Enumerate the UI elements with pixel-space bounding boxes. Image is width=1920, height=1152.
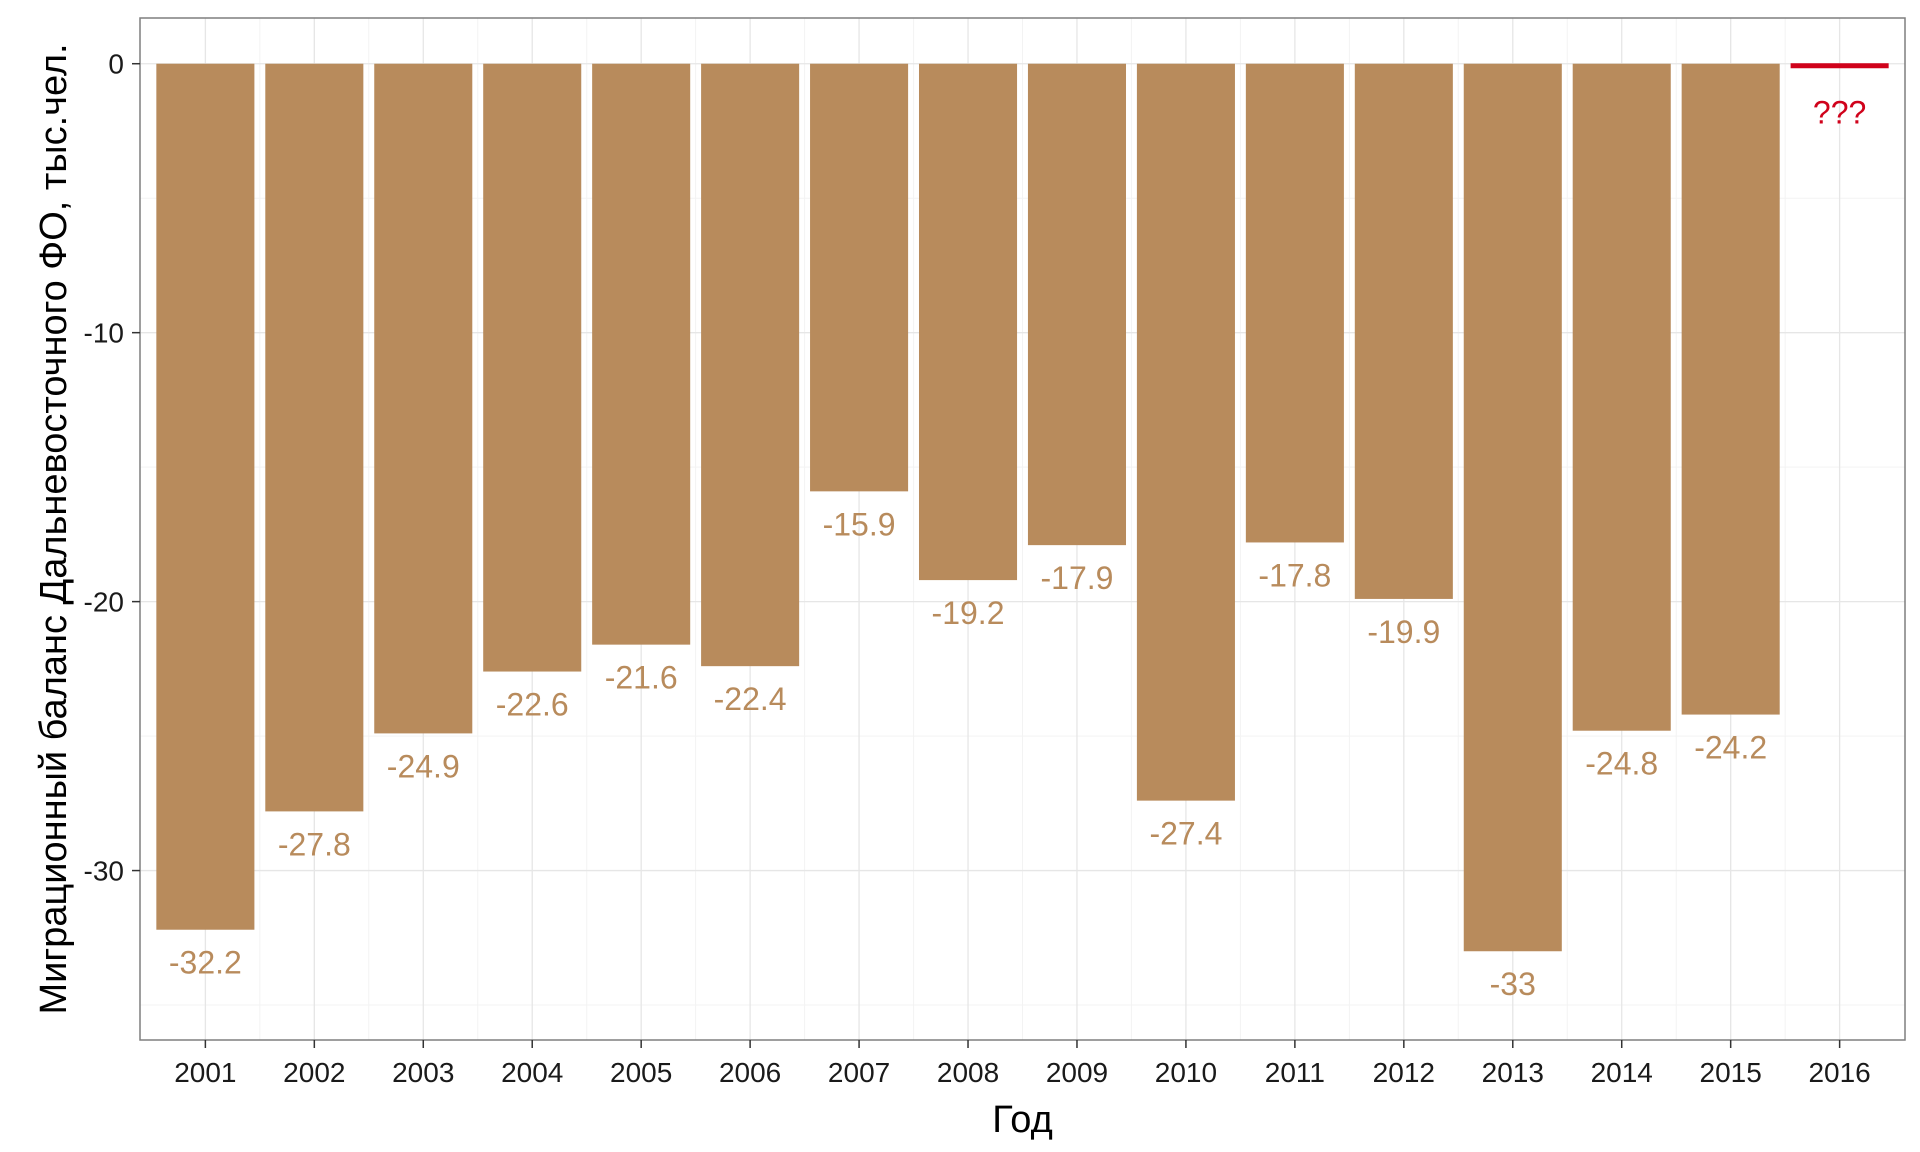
x-tick-label-2016: 2016 <box>1808 1057 1870 1088</box>
x-tick-label-2010: 2010 <box>1155 1057 1217 1088</box>
bar-2007 <box>810 63 909 492</box>
data-label-2014: -24.8 <box>1585 746 1658 782</box>
data-label-2001: -32.2 <box>169 945 242 981</box>
bar-2015 <box>1681 63 1780 715</box>
bar-2012 <box>1354 63 1453 599</box>
x-tick-label-2001: 2001 <box>174 1057 236 1088</box>
data-label-2016: ??? <box>1813 95 1866 131</box>
x-tick-label-2004: 2004 <box>501 1057 563 1088</box>
y-tick-label: -30 <box>84 856 124 887</box>
bar-2005 <box>592 63 691 645</box>
x-tick-label-2009: 2009 <box>1046 1057 1108 1088</box>
bars-group <box>156 63 1889 952</box>
x-tick-label-2002: 2002 <box>283 1057 345 1088</box>
data-label-2010: -27.4 <box>1149 816 1222 852</box>
y-axis: 0 -10 -20 -30 <box>84 49 140 887</box>
data-label-2003: -24.9 <box>387 748 460 784</box>
data-label-2008: -19.2 <box>932 595 1005 631</box>
x-axis-title: Год <box>992 1099 1053 1141</box>
x-tick-label-2005: 2005 <box>610 1057 672 1088</box>
y-tick-label: -10 <box>84 318 124 349</box>
data-label-2013: -33 <box>1490 966 1536 1002</box>
bar-2009 <box>1027 63 1127 546</box>
bar-2006 <box>701 63 800 667</box>
x-tick-label-2012: 2012 <box>1373 1057 1435 1088</box>
panel-border <box>139 17 1906 1041</box>
bar-2003 <box>374 63 473 734</box>
data-label-2011: -17.8 <box>1258 557 1331 593</box>
bar-2001 <box>156 63 255 930</box>
x-tick-label-2013: 2013 <box>1482 1057 1544 1088</box>
bar-2008 <box>918 63 1018 581</box>
bar-2010 <box>1136 63 1235 801</box>
y-axis-title: Миграционный баланс Дальневосточного ФО,… <box>33 43 75 1014</box>
data-label-2005: -21.6 <box>605 660 678 696</box>
bar-2014 <box>1572 63 1671 731</box>
data-label-2012: -19.9 <box>1367 614 1440 650</box>
data-label-2007: -15.9 <box>823 506 896 542</box>
data-labels-group: -32.2 -27.8 -24.9 -22.6 -21.6 -22.4 -15.9 -19.2… <box>169 95 1866 1003</box>
x-axis: 2001 2002 2003 2004 2005 2006 2007 2008 2009 2010… <box>174 1040 1871 1088</box>
x-tick-label-2006: 2006 <box>719 1057 781 1088</box>
x-tick-label-2014: 2014 <box>1591 1057 1653 1088</box>
y-tick-label: 0 <box>108 49 124 80</box>
bar-2011 <box>1245 63 1344 543</box>
bar-2002 <box>265 63 364 812</box>
data-label-2002: -27.8 <box>278 826 351 862</box>
data-label-2004: -22.6 <box>496 687 569 723</box>
x-tick-label-2011: 2011 <box>1265 1057 1325 1088</box>
x-tick-label-2003: 2003 <box>392 1057 454 1088</box>
bar-2013 <box>1463 63 1562 952</box>
x-tick-label-2007: 2007 <box>828 1057 890 1088</box>
data-label-2006: -22.4 <box>714 681 787 717</box>
x-tick-label-2015: 2015 <box>1700 1057 1762 1088</box>
x-tick-label-2008: 2008 <box>937 1057 999 1088</box>
y-tick-label: -20 <box>84 587 124 618</box>
bar-2004 <box>483 63 582 672</box>
data-label-2015: -24.2 <box>1694 730 1767 766</box>
data-label-2009: -17.9 <box>1041 560 1114 596</box>
